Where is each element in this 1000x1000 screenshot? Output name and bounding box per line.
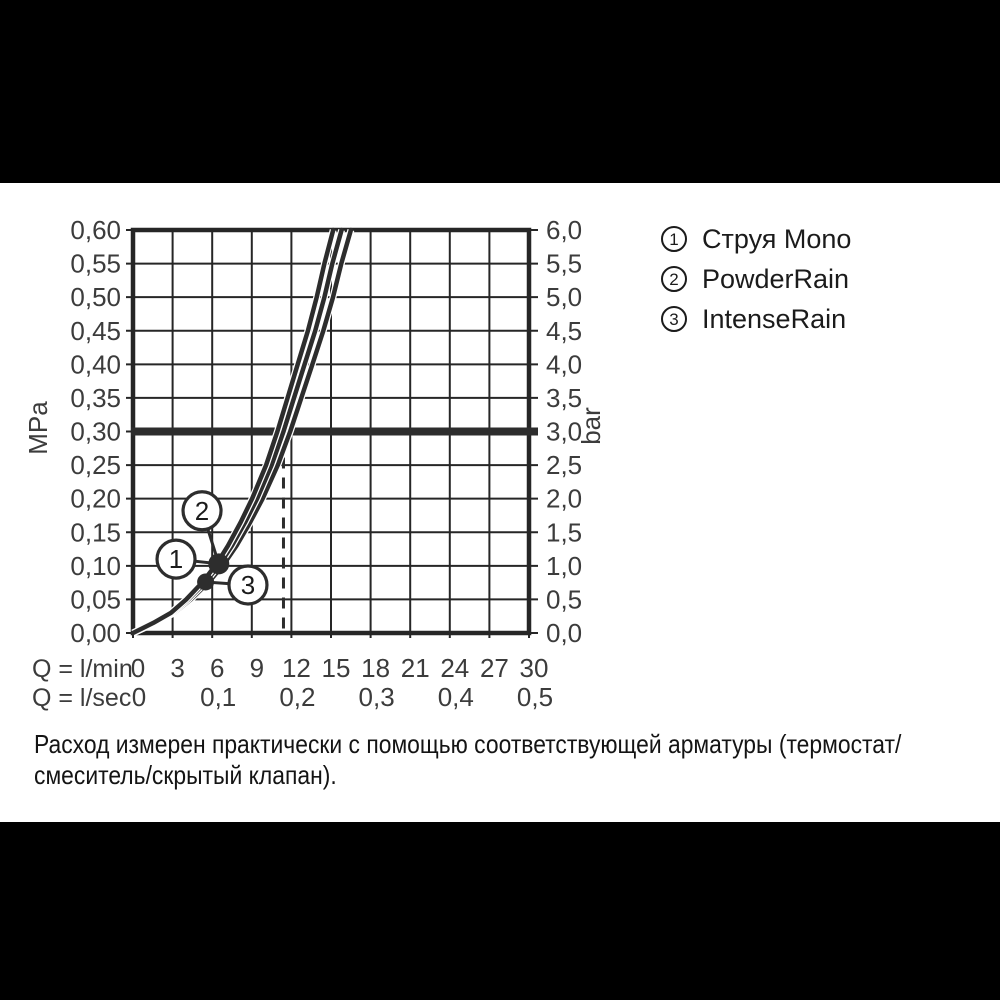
y-right-tick-label: 2,5: [546, 450, 582, 480]
x-lsec-tick-label: 0,5: [517, 682, 553, 712]
y-left-tick-label: 0,45: [70, 316, 121, 346]
callout-number-3: 3: [241, 570, 255, 600]
chart-panel: 1 2 3 0,60 0,55 0,50 0,45 0,40 0,35 0,30 0,25 0,20 0…: [0, 183, 1000, 822]
legend-label: Струя Mono: [702, 223, 852, 254]
legend-item-struya-mono: 1 Струя Mono: [661, 219, 851, 259]
curve-marker-dot-2: [197, 573, 215, 591]
y-left-tick-label: 0,15: [70, 517, 121, 547]
y-right-tick-label: 3,0: [546, 417, 582, 447]
flow-pressure-chart: 1230,600,550,500,450,400,350,300,250,200…: [23, 215, 606, 712]
y-left-tick-label: 0,05: [70, 584, 121, 614]
y-left-tick-label: 0,10: [70, 551, 121, 581]
top-letterbox-bar: [0, 0, 1000, 183]
y-left-tick-label: 0,50: [70, 282, 121, 312]
x-lmin-tick-label: 27: [480, 653, 509, 683]
y-left-tick-label: 0,35: [70, 383, 121, 413]
x-lmin-tick-label: 6: [210, 653, 224, 683]
x-lsec-tick-label: 0: [132, 682, 146, 712]
x-lsec-tick-label: 0,2: [279, 682, 315, 712]
x-lmin-tick-label: 0: [131, 653, 145, 683]
x-axis-row1-label: Q = l/min: [32, 655, 133, 683]
y-right-tick-label: 5,0: [546, 282, 582, 312]
flow-curve-1: [130, 227, 336, 636]
y-left-tick-label: 0,55: [70, 249, 121, 279]
x-lmin-tick-label: 15: [322, 653, 351, 683]
x-lsec-tick-label: 0,1: [200, 682, 236, 712]
legend-item-intenserain: 3 IntenseRain: [661, 299, 851, 339]
y-right-tick-label: 4,5: [546, 316, 582, 346]
legend-number-3-icon: 3: [661, 306, 687, 332]
y-right-tick-label: 5,5: [546, 249, 582, 279]
callout-circle-3: [227, 564, 269, 606]
x-lmin-tick-label: 9: [250, 653, 264, 683]
callout-number-2: 2: [195, 496, 209, 526]
y-right-unit-label: bar: [576, 407, 606, 445]
legend-label: IntenseRain: [702, 303, 847, 334]
legend-label: PowderRain: [702, 263, 850, 294]
x-lsec-tick-label: 0,4: [438, 682, 474, 712]
x-lmin-tick-label: 24: [440, 653, 469, 683]
callout-circle-1: [155, 538, 197, 580]
x-lmin-tick-label: 3: [170, 653, 184, 683]
y-left-tick-label: 0,25: [70, 450, 121, 480]
y-left-tick-label: 0,30: [70, 417, 121, 447]
legend-item-powderrain: 2 PowderRain: [661, 259, 851, 299]
x-lmin-tick-label: 30: [520, 653, 549, 683]
y-right-tick-label: 0,0: [546, 618, 582, 648]
legend: 1 Струя Mono 2 PowderRain 3 IntenseRain: [661, 219, 851, 339]
y-left-tick-label: 0,60: [70, 215, 121, 245]
footnote-line-2: смеситель/скрытый клапан).: [34, 760, 337, 790]
y-right-tick-label: 4,0: [546, 349, 582, 379]
y-right-tick-label: 1,0: [546, 551, 582, 581]
curve-marker-dot-1: [208, 553, 230, 575]
bottom-letterbox-bar: [0, 822, 1000, 1000]
x-lmin-tick-label: 12: [282, 653, 311, 683]
legend-number-1-icon: 1: [661, 226, 687, 252]
y-right-tick-label: 1,5: [546, 517, 582, 547]
y-right-tick-label: 0,5: [546, 584, 582, 614]
y-left-tick-label: 0,40: [70, 349, 121, 379]
footnote-line-1: Расход измерен практически с помощью соо…: [34, 729, 902, 759]
y-right-tick-label: 2,0: [546, 484, 582, 514]
callout-circle-2: [181, 490, 223, 532]
callout-number-1: 1: [169, 544, 183, 574]
y-right-tick-label: 3,5: [546, 383, 582, 413]
x-lsec-tick-label: 0,3: [359, 682, 395, 712]
y-left-tick-label: 0,00: [70, 618, 121, 648]
y-right-tick-label: 6,0: [546, 215, 582, 245]
x-axis-row2-label: Q = l/sec: [32, 684, 131, 712]
x-lmin-tick-label: 21: [401, 653, 430, 683]
y-left-tick-label: 0,20: [70, 484, 121, 514]
x-lmin-tick-label: 18: [361, 653, 390, 683]
legend-number-2-icon: 2: [661, 266, 687, 292]
footnote: Расход измерен практически с помощью соо…: [34, 729, 1000, 791]
y-left-unit-label: MPa: [23, 401, 53, 455]
